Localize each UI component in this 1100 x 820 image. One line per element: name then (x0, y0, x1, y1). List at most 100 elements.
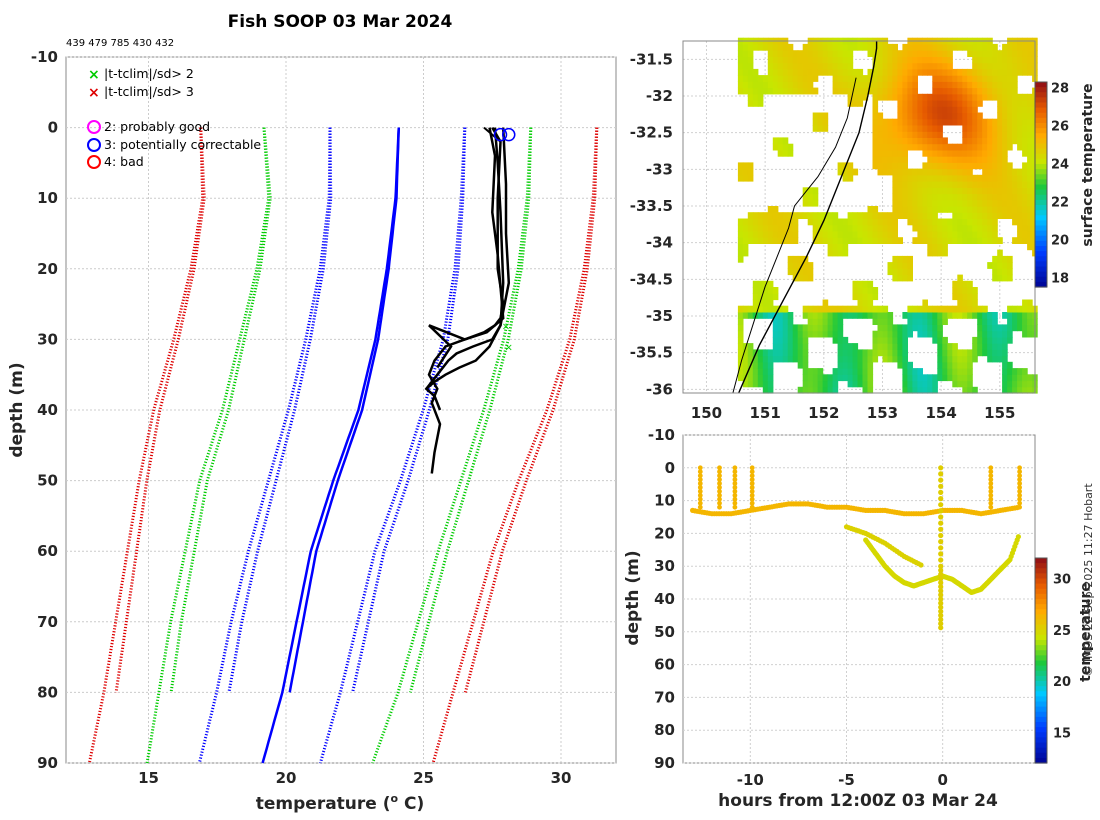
sst-cell (847, 75, 854, 82)
sst-cell (972, 212, 978, 219)
sst-cell (907, 112, 913, 120)
sst-cell (922, 386, 928, 394)
sst-cell (792, 81, 799, 89)
sst-cell (862, 237, 869, 244)
sst-cell (987, 143, 993, 151)
sst-cell (972, 174, 978, 182)
sst-cell (752, 87, 759, 95)
sst-cell (922, 93, 928, 101)
climatology-curve-mean-1sd (227, 127, 333, 693)
sst-cell (777, 87, 784, 95)
sst-cell (807, 87, 814, 95)
td-colorbar-step (1035, 686, 1047, 692)
sst-cell (1027, 193, 1033, 201)
td-cast-point (697, 469, 703, 475)
sst-cell (772, 81, 779, 89)
sst-cell (777, 355, 784, 363)
sst-cell (817, 330, 824, 338)
sst-cell (987, 93, 993, 101)
sst-cell (842, 68, 849, 76)
sst-cell (982, 118, 988, 126)
td-y-tick-label: 40 (654, 590, 675, 608)
sst-cell (952, 106, 958, 114)
sst-cell (787, 324, 794, 332)
sst-cell (747, 174, 754, 182)
sst-cell (917, 193, 923, 201)
sst-cell (892, 68, 898, 76)
map-colorbar-step (1035, 281, 1047, 288)
map-colorbar-step (1035, 199, 1047, 206)
map-colorbar-step (1035, 82, 1047, 88)
sst-cell (977, 318, 983, 325)
sst-cell (842, 243, 849, 251)
sst-cell (987, 230, 993, 238)
sst-cell (922, 174, 928, 182)
sst-cell (892, 93, 898, 101)
sst-cell (777, 43, 784, 51)
sst-cell (972, 343, 978, 350)
sst-cell (967, 125, 973, 132)
sst-cell (952, 100, 958, 107)
sst-cell (927, 100, 933, 107)
sst-cell (917, 187, 923, 195)
sst-cell (747, 230, 754, 238)
sst-cell (962, 299, 968, 307)
sst-cell (927, 212, 933, 219)
td-data-point (938, 520, 944, 526)
sst-cell (877, 143, 884, 151)
sst-cell (917, 206, 923, 213)
sst-cell (782, 62, 789, 70)
sst-cell (867, 361, 874, 369)
sst-cell (982, 206, 988, 213)
sst-cell (912, 187, 918, 195)
sst-cell (922, 118, 928, 126)
sst-cell (862, 224, 869, 232)
sst-cell (892, 187, 898, 195)
sst-cell (882, 336, 889, 344)
sst-cell (992, 50, 998, 57)
sst-cell (942, 206, 948, 213)
sst-cell (1002, 131, 1008, 138)
sst-cell (947, 199, 953, 207)
sst-cell (1002, 268, 1008, 276)
sst-cell (767, 212, 774, 219)
td-data-point (938, 539, 944, 545)
sst-cell (917, 112, 923, 120)
flag3-marker (502, 127, 516, 142)
sst-cell (847, 43, 854, 51)
map-lat-tick-label: -35.5 (630, 344, 673, 362)
sst-cell (997, 212, 1003, 219)
sst-cell (892, 143, 898, 151)
sst-cell (787, 312, 794, 319)
sst-cell (902, 355, 908, 363)
sst-cell (897, 156, 903, 163)
map-colorbar-step (1035, 271, 1047, 278)
sst-cell (782, 143, 789, 151)
sst-cell (917, 56, 923, 64)
sst-cell (737, 174, 744, 182)
map-colorbar-step (1035, 102, 1047, 109)
sst-cell (922, 125, 928, 132)
profile-y-tick-label: 70 (37, 613, 58, 631)
sst-cell (882, 118, 889, 126)
sst-cell (912, 206, 918, 213)
sst-cell (852, 218, 859, 226)
sst-cell (1012, 199, 1018, 207)
sst-cell (807, 68, 814, 76)
sst-cell (902, 274, 908, 282)
sst-cell (1002, 168, 1008, 176)
sst-cell (1007, 374, 1013, 382)
sst-cell (827, 56, 834, 64)
td-cast-point (732, 500, 738, 506)
sst-cell (1027, 43, 1033, 51)
sst-cell (792, 50, 799, 57)
sst-cell (827, 249, 834, 257)
sst-cell (1027, 56, 1033, 64)
sst-cell (922, 330, 928, 338)
sst-cell (967, 75, 973, 82)
td-colorbar-step (1035, 599, 1047, 605)
sst-cell (962, 81, 968, 89)
sst-cell (897, 68, 903, 76)
sst-cell (897, 187, 903, 195)
